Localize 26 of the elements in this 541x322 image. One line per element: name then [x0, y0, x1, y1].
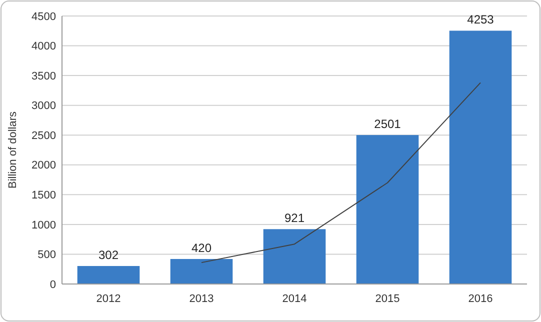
x-tick-label: 2014 — [282, 293, 307, 305]
data-label: 4253 — [467, 12, 494, 27]
y-tick-label: 2500 — [32, 130, 56, 142]
bar — [263, 229, 326, 284]
x-tick-label: 2013 — [189, 293, 214, 305]
x-tick-label: 2016 — [468, 293, 493, 305]
data-label: 2501 — [374, 117, 402, 132]
y-tick-label: 0 — [50, 278, 56, 291]
bar — [449, 30, 512, 284]
y-tick-label: 500 — [38, 249, 56, 262]
x-tick-label: 2012 — [96, 293, 121, 305]
y-tick-label: 4500 — [32, 10, 56, 23]
y-tick-label: 1500 — [32, 190, 56, 202]
data-label: 420 — [191, 240, 212, 255]
data-label: 921 — [284, 211, 305, 226]
data-label: 302 — [98, 248, 119, 262]
bar — [77, 266, 140, 284]
bar — [356, 135, 419, 284]
y-axis-title: Billion of dollars — [7, 110, 19, 189]
y-tick-label: 2000 — [32, 160, 56, 172]
y-tick-label: 3000 — [32, 100, 56, 112]
y-tick-label: 4000 — [32, 40, 56, 53]
bar — [170, 258, 233, 284]
y-tick-label: 1000 — [32, 219, 56, 232]
y-tick-label: 3500 — [32, 70, 56, 82]
x-tick-label: 2015 — [375, 293, 400, 305]
